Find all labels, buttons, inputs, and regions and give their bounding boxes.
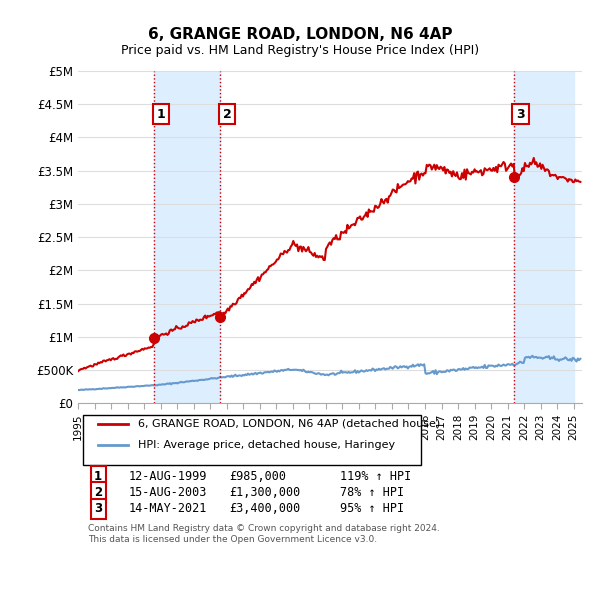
Text: 15-AUG-2003: 15-AUG-2003: [128, 486, 207, 499]
Text: £3,400,000: £3,400,000: [229, 502, 301, 515]
Text: 2: 2: [94, 486, 102, 499]
Bar: [154, 71, 220, 404]
Text: Price paid vs. HM Land Registry's House Price Index (HPI): Price paid vs. HM Land Registry's House …: [121, 44, 479, 57]
Text: HPI: Average price, detached house, Haringey: HPI: Average price, detached house, Hari…: [139, 440, 395, 450]
Text: 14-MAY-2021: 14-MAY-2021: [128, 502, 207, 515]
Text: 119% ↑ HPI: 119% ↑ HPI: [340, 470, 412, 483]
Text: £1,300,000: £1,300,000: [229, 486, 301, 499]
Text: Contains HM Land Registry data © Crown copyright and database right 2024.
This d: Contains HM Land Registry data © Crown c…: [88, 525, 440, 544]
Text: 3: 3: [516, 107, 525, 120]
Text: 12-AUG-1999: 12-AUG-1999: [128, 470, 207, 483]
Text: 1: 1: [157, 107, 166, 120]
Text: 78% ↑ HPI: 78% ↑ HPI: [340, 486, 404, 499]
Bar: [514, 71, 574, 404]
FancyBboxPatch shape: [83, 415, 421, 465]
Text: 2: 2: [223, 107, 232, 120]
Text: £985,000: £985,000: [229, 470, 286, 483]
Text: 1: 1: [94, 470, 102, 483]
Text: 6, GRANGE ROAD, LONDON, N6 4AP: 6, GRANGE ROAD, LONDON, N6 4AP: [148, 27, 452, 41]
Text: 3: 3: [94, 502, 102, 515]
Text: 95% ↑ HPI: 95% ↑ HPI: [340, 502, 404, 515]
Text: 6, GRANGE ROAD, LONDON, N6 4AP (detached house): 6, GRANGE ROAD, LONDON, N6 4AP (detached…: [139, 419, 441, 429]
